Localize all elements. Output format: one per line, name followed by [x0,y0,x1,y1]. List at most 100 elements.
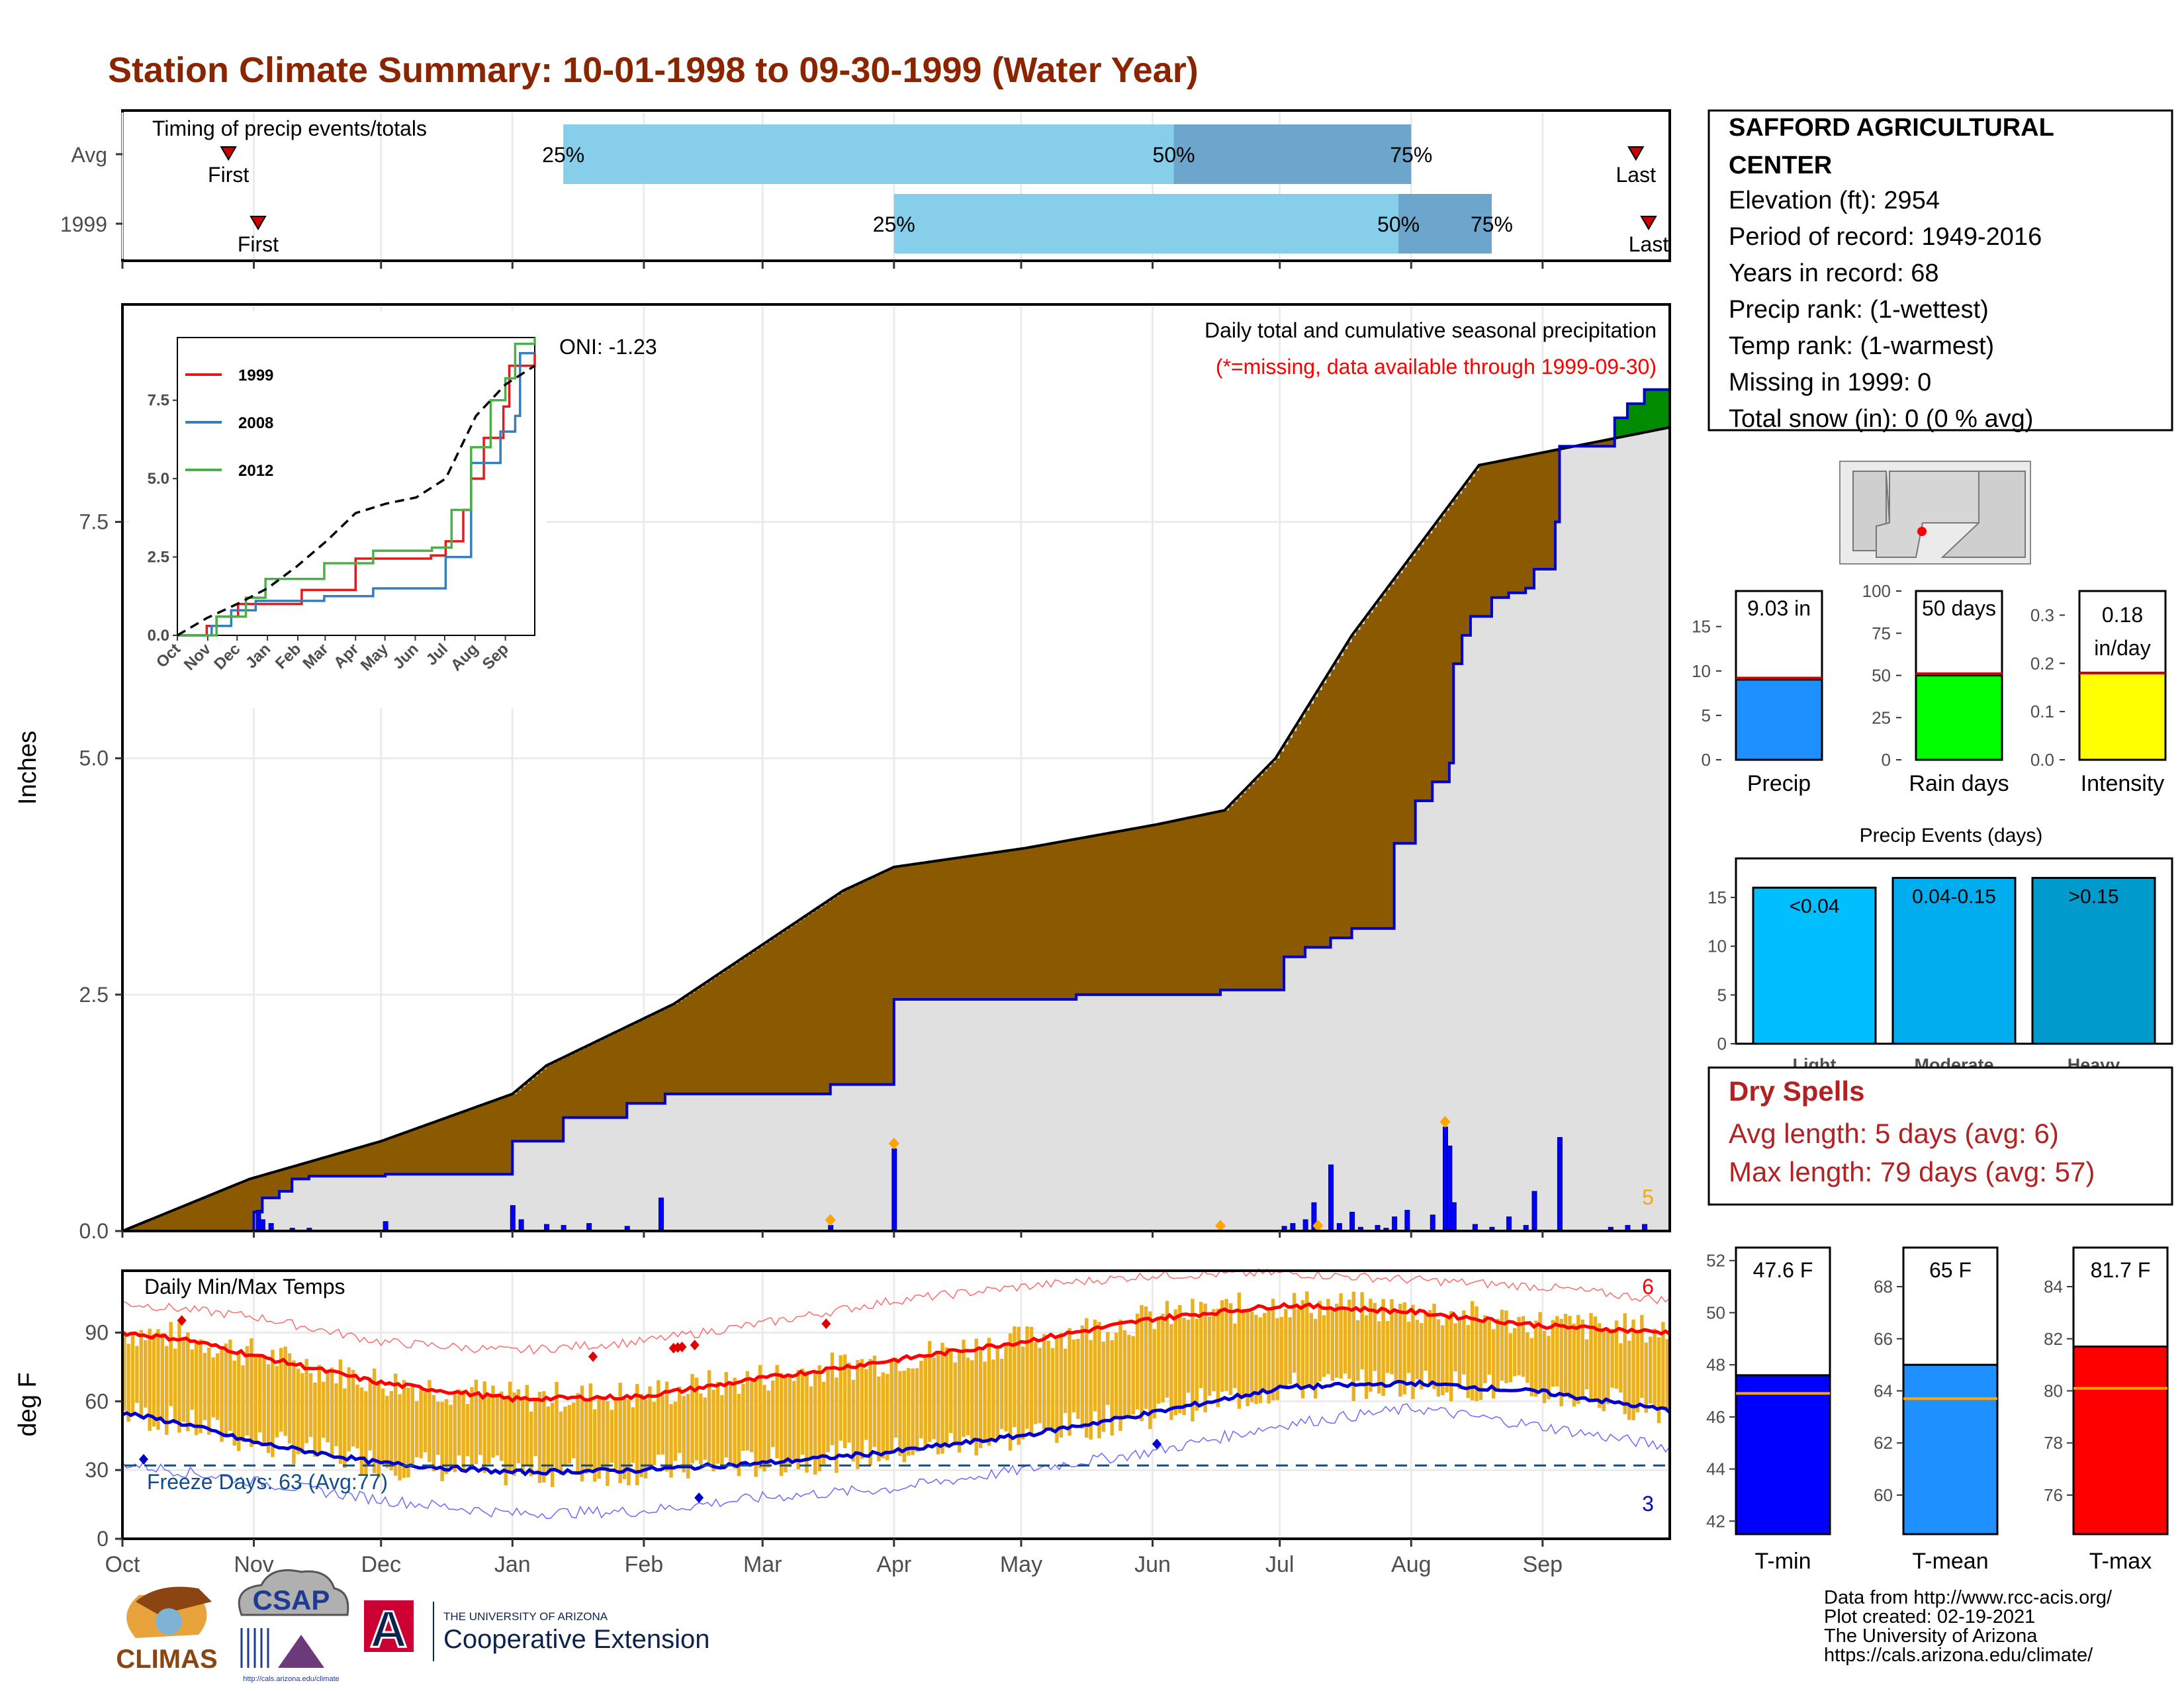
month-tick-label: Dec [361,1552,400,1577]
timing-first-label: First [238,232,279,256]
daily-temp-bar [1059,1332,1064,1438]
daily-temp-bar [1156,1316,1161,1404]
precip-deficit-band [262,1175,267,1198]
daily-temp-bar [563,1406,567,1467]
temp-summary-y-tick-label: 62 [1874,1433,1893,1453]
daily-temp-bar [1415,1320,1420,1379]
oni-label: ONI: -1.23 [559,335,657,359]
summary-bar-value: 0.18 [2102,603,2143,627]
daily-temp-bar [414,1401,419,1457]
precip-deficit-band [1038,845,1043,999]
daily-temp-bar [699,1393,703,1465]
precip-surplus-band [1627,404,1632,436]
precip-deficit-band [304,1163,310,1179]
daily-temp-bar [1402,1302,1406,1394]
month-tick-label: Jun [1134,1552,1171,1577]
daily-precip-bar [1506,1216,1512,1232]
daily-temp-bar [1122,1330,1127,1419]
precip-deficit-band [1313,696,1318,948]
daily-temp-bar [322,1381,326,1438]
daily-temp-bar [355,1384,359,1449]
precip-surplus-band [1657,389,1662,430]
daily-temp-bar [872,1355,877,1447]
precip-deficit-band [889,868,895,1085]
inset-series-line [177,338,536,637]
events-bar [2031,876,2156,1045]
daily-temp-bar [1322,1315,1326,1377]
daily-temp-bar [889,1359,893,1451]
precip-deficit-band [1279,751,1285,990]
daily-temp-bar [737,1394,741,1477]
temp-summary-y-tick-label: 42 [1706,1511,1725,1531]
precip-deficit-band [690,993,696,1094]
precip-deficit-band [1462,488,1467,635]
daily-temp-bar [1470,1301,1475,1400]
record-precip-marker [888,1137,899,1150]
precip-deficit-band [1199,815,1204,995]
daily-temp-bar [1246,1311,1250,1406]
precip-deficit-band [699,987,704,1094]
daily-temp-bar [1653,1328,1657,1409]
dry-spells-max: Max length: 79 days (avg: 57) [1729,1156,2095,1187]
daily-temp-bar [296,1369,300,1454]
daily-temp-bar [1046,1340,1050,1428]
precip-deficit-band [606,1036,611,1118]
daily-temp-bar [907,1367,911,1456]
daily-temp-bar [364,1391,368,1476]
precip-deficit-band [1055,843,1060,999]
climas-cloud [156,1608,182,1635]
precip-deficit-band [1144,827,1149,995]
daily-precip-bar [1451,1202,1457,1232]
daily-temp-bar [635,1384,639,1486]
precip-deficit-band [1309,704,1314,948]
daily-temp-bar [627,1398,631,1486]
precip-deficit-band [771,938,776,1094]
daily-temp-bar [826,1370,830,1453]
precip-deficit-band [995,852,1001,999]
inset-y-tick-label: 7.5 [148,392,169,410]
daily-temp-bar [250,1338,253,1447]
daily-temp-bar [1479,1320,1483,1400]
temp-summary-y-tick-label: 64 [1874,1381,1893,1401]
precip-deficit-band [1173,821,1179,995]
precip-panel-border [121,303,1671,1232]
precip-deficit-band [1284,745,1289,957]
daily-temp-bar [657,1380,660,1455]
daily-temp-bar [1025,1326,1029,1429]
precip-deficit-band [1534,454,1539,569]
precip-deficit-band [550,1063,555,1142]
daily-temp-bar [500,1391,504,1461]
daily-temp-bar [639,1394,643,1477]
inset-series-line [177,351,535,637]
daily-temp-bar [1212,1309,1216,1392]
precip-deficit-band [1089,837,1094,995]
inset-legend-label: 2012 [238,462,273,480]
daily-temp-bar [606,1401,610,1486]
precip-deficit-band [1106,833,1111,995]
precip-deficit-band [673,1004,678,1094]
timing-panel: Timing of precip events/totals Avg 25% 50%… [60,109,1671,269]
daily-temp-bar [1004,1345,1008,1432]
precip-deficit-band [1182,819,1187,995]
daily-temp-bar [809,1386,813,1460]
daily-temp-bar [130,1334,135,1414]
month-tick-label: Sep [1523,1552,1563,1577]
precip-deficit-band [1339,655,1344,938]
csap-url: http://cals.arizona.edu/climate [243,1675,340,1683]
daily-precip-bar [658,1197,664,1232]
record-low-marker [694,1492,704,1504]
precip-deficit-band [1436,522,1441,782]
precip-surplus-band [1631,404,1637,435]
daily-temp-bar [919,1361,923,1439]
daily-temp-bar [377,1381,381,1477]
precip-deficit-band [919,863,925,999]
daily-temp-bar [754,1380,758,1477]
daily-temp-bar [398,1394,402,1481]
precip-deficit-band [139,1224,144,1231]
precip-deficit-band [1512,458,1518,593]
daily-temp-bar [1563,1314,1568,1395]
daily-temp-bar [1640,1314,1644,1398]
precip-deficit-band [1110,833,1115,995]
precip-deficit-band [1360,623,1365,929]
timing-bar-25-50 [563,124,1174,184]
